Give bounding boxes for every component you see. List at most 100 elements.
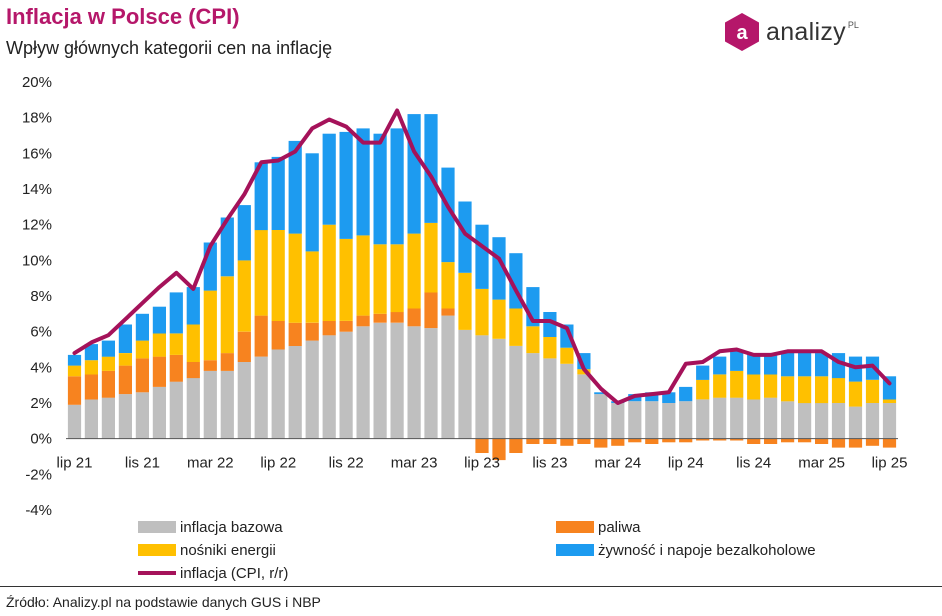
bar-bazowa bbox=[152, 386, 166, 439]
bar-zywnosc bbox=[492, 237, 506, 300]
legend-label-paliwa: paliwa bbox=[598, 519, 641, 536]
bar-energia bbox=[543, 337, 557, 359]
bar-energia bbox=[764, 374, 778, 398]
bar-energia bbox=[696, 379, 710, 400]
bar-paliwa bbox=[373, 313, 387, 323]
bar-energia bbox=[730, 370, 744, 398]
y-tick-label: -2% bbox=[25, 466, 52, 483]
bar-energia bbox=[560, 347, 574, 364]
y-tick-label: 20% bbox=[22, 74, 52, 91]
bar-zywnosc bbox=[118, 324, 132, 353]
bar-zywnosc bbox=[135, 313, 149, 341]
bar-paliwa bbox=[237, 331, 251, 362]
bar-zywnosc bbox=[356, 128, 370, 236]
bar-paliwa bbox=[118, 365, 132, 395]
bar-paliwa bbox=[611, 438, 625, 446]
bar-energia bbox=[424, 222, 438, 293]
bar-paliwa bbox=[831, 438, 846, 448]
bar-bazowa bbox=[407, 326, 421, 439]
bar-bazowa bbox=[220, 370, 234, 439]
bar-energia bbox=[288, 233, 302, 323]
bar-paliwa bbox=[730, 438, 744, 441]
bar-bazowa bbox=[831, 403, 846, 439]
bar-energia bbox=[271, 230, 285, 321]
bar-paliwa bbox=[679, 438, 693, 443]
bar-zywnosc bbox=[645, 392, 659, 402]
bar-paliwa bbox=[67, 376, 82, 405]
bar-energia bbox=[101, 356, 115, 371]
bar-zywnosc bbox=[305, 153, 319, 252]
bar-paliwa bbox=[713, 438, 727, 441]
analizy-logo: a analizy PL bbox=[722, 10, 859, 54]
bar-bazowa bbox=[509, 345, 523, 439]
bar-paliwa bbox=[101, 370, 115, 398]
bar-energia bbox=[475, 288, 489, 336]
bar-zywnosc bbox=[288, 140, 302, 234]
bar-paliwa bbox=[84, 374, 98, 400]
bar-bazowa bbox=[424, 328, 438, 439]
bar-paliwa bbox=[560, 438, 574, 446]
bar-bazowa bbox=[475, 335, 489, 439]
bar-bazowa bbox=[882, 403, 897, 439]
inflation-chart: -4% -2% 0% 2% 4% 6% 8% 10% 12% 14% 16% 18% 20% lip 21… bbox=[22, 74, 907, 582]
bar-zywnosc bbox=[169, 292, 183, 334]
y-tick-label: 10% bbox=[22, 252, 52, 269]
x-tick-label: lis 23 bbox=[532, 455, 567, 472]
bar-bazowa bbox=[865, 403, 880, 439]
x-tick-label: lip 23 bbox=[464, 455, 500, 472]
bar-bazowa bbox=[798, 403, 812, 439]
bar-energia bbox=[169, 333, 183, 355]
x-tick-label: lip 24 bbox=[668, 455, 704, 472]
bar-paliwa bbox=[203, 360, 217, 371]
bar-bazowa bbox=[764, 397, 778, 439]
bar-energia bbox=[441, 262, 455, 309]
bar-zywnosc bbox=[441, 167, 455, 263]
bar-zywnosc bbox=[696, 365, 710, 380]
bar-zywnosc bbox=[662, 392, 676, 403]
bar-bazowa bbox=[305, 340, 319, 439]
bar-zywnosc bbox=[475, 224, 489, 289]
legend-label-zywnosc: żywność i napoje bezalkoholowe bbox=[598, 542, 816, 559]
x-tick-label: mar 22 bbox=[187, 455, 234, 472]
bar-bazowa bbox=[543, 358, 557, 439]
bar-bazowa bbox=[339, 331, 353, 439]
bar-energia bbox=[882, 399, 897, 403]
bar-bazowa bbox=[611, 403, 625, 439]
bar-paliwa bbox=[220, 353, 234, 371]
bar-zywnosc bbox=[152, 306, 166, 334]
bar-paliwa bbox=[475, 438, 489, 453]
y-tick-label: -4% bbox=[25, 502, 52, 519]
bar-paliwa bbox=[169, 354, 183, 382]
bar-paliwa bbox=[526, 438, 540, 444]
bar-paliwa bbox=[848, 438, 863, 448]
legend-label-cpi: inflacja (CPI, r/r) bbox=[180, 565, 288, 582]
x-tick-label: mar 24 bbox=[594, 455, 641, 472]
bar-paliwa bbox=[594, 438, 608, 448]
bar-zywnosc bbox=[713, 356, 727, 375]
bar-zywnosc bbox=[679, 386, 693, 402]
bar-zywnosc bbox=[101, 340, 115, 357]
analizy-logo-icon: a bbox=[725, 13, 759, 51]
bar-energia bbox=[322, 224, 336, 321]
bar-energia bbox=[356, 235, 370, 316]
bar-paliwa bbox=[662, 438, 676, 443]
bar-bazowa bbox=[118, 394, 132, 439]
bar-paliwa bbox=[390, 312, 404, 323]
bar-bazowa bbox=[815, 403, 829, 439]
bar-zywnosc bbox=[407, 114, 421, 234]
bar-bazowa bbox=[526, 353, 540, 439]
bar-bazowa bbox=[271, 349, 285, 439]
bar-energia bbox=[492, 299, 506, 339]
bar-paliwa bbox=[543, 438, 557, 444]
bar-energia bbox=[390, 244, 404, 313]
bar-energia bbox=[781, 376, 795, 402]
bar-zywnosc bbox=[322, 133, 336, 225]
y-tick-label: 18% bbox=[22, 110, 52, 127]
bar-paliwa bbox=[288, 322, 302, 346]
chart-subtitle: Wpływ głównych kategorii cen na inflację bbox=[6, 38, 333, 58]
bar-bazowa bbox=[560, 363, 574, 439]
bar-bazowa bbox=[696, 399, 710, 439]
bar-energia bbox=[458, 272, 472, 330]
bar-paliwa bbox=[509, 438, 523, 453]
bar-bazowa bbox=[628, 401, 642, 439]
